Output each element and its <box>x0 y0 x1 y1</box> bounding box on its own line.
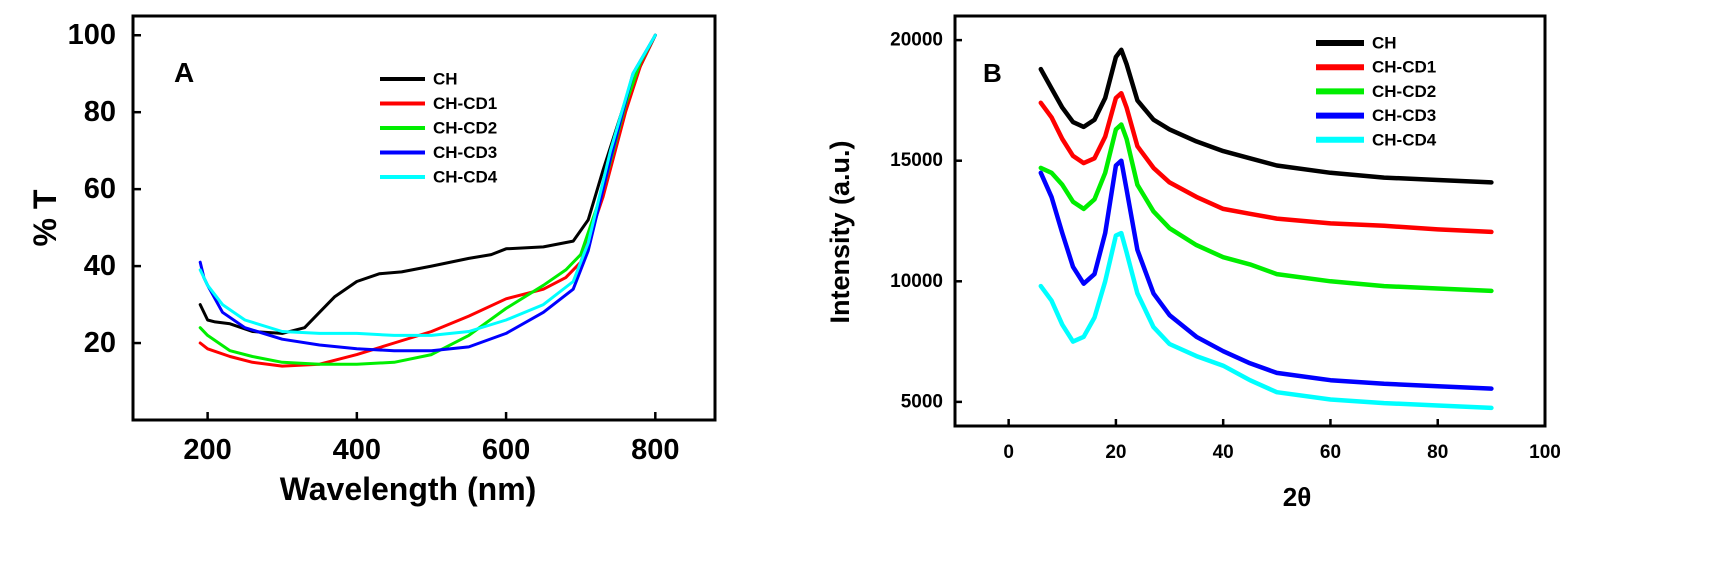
panel-a-series-line-ch-cd1 <box>198 33 657 368</box>
panel-b-y-tick-label: 20000 <box>890 30 943 51</box>
panel-a-y-tick-label: 100 <box>68 19 116 51</box>
panel-b-y-axis-label: Intensity (a.u.) <box>825 140 855 323</box>
panel-b-legend-label: CH-CD1 <box>1372 58 1436 77</box>
panel-b-series-line-ch-cd4 <box>1038 230 1494 411</box>
panel-b-x-tick-label: 20 <box>1105 442 1126 463</box>
panel-b-y-tick-label: 15000 <box>890 150 943 171</box>
panel-b-series-line-ch-cd1 <box>1038 90 1494 235</box>
panel-b-plot-frame <box>953 14 1547 428</box>
panel-b-series-line-ch-cd3 <box>1038 158 1494 391</box>
panel-b-legend-label: CH-CD3 <box>1372 106 1436 125</box>
panel-b-x-tick-label: 100 <box>1529 442 1561 463</box>
panel-a-chart: 200 400 600 800 20 40 60 80 100 Wavelength (nm) % … <box>27 14 717 507</box>
panel-a-legend-label: CH-CD3 <box>433 143 497 162</box>
panel-b-series-line-ch-cd2 <box>1038 122 1494 294</box>
panel-b-chart: 0 20 40 60 80 100 5000 10000 15000 20000 2θ Intensi… <box>825 14 1561 512</box>
panel-a-legend-label: CH <box>433 70 458 89</box>
panel-a-x-tick-label: 200 <box>183 434 231 466</box>
panel-a-panel-letter: A <box>174 57 194 88</box>
panel-a-legend-label: CH-CD1 <box>433 94 497 113</box>
panel-b-x-tick-label: 80 <box>1427 442 1448 463</box>
panel-a-series-line-ch-cd2 <box>198 33 657 366</box>
panel-b-y-tick-label: 10000 <box>890 271 943 292</box>
panel-b-legend-label: CH-CD2 <box>1372 82 1436 101</box>
panel-a-series-line-ch-cd4 <box>198 33 657 337</box>
panel-a-y-tick-label: 80 <box>84 96 116 128</box>
panel-b-y-tick-label: 5000 <box>901 391 943 412</box>
panel-b-x-tick-label: 0 <box>1003 442 1014 463</box>
panel-b-x-tick-label: 40 <box>1213 442 1234 463</box>
panel-b-legend-label: CH-CD4 <box>1372 130 1437 149</box>
panel-a-x-tick-label: 600 <box>482 434 530 466</box>
panel-b-series-line-ch <box>1038 47 1494 185</box>
panel-a-x-tick-label: 400 <box>333 434 381 466</box>
panel-a-x-axis-label: Wavelength (nm) <box>280 471 537 507</box>
panel-a-y-axis-label: % T <box>27 189 63 246</box>
panel-a-plot-frame <box>131 14 717 422</box>
panel-a-series-line-ch-cd3 <box>198 33 657 353</box>
panel-b-legend-label: CH <box>1372 34 1397 53</box>
panel-a-x-tick-label: 800 <box>631 434 679 466</box>
panel-a-series-line-ch <box>198 33 657 335</box>
panel-a-legend-label: CH-CD2 <box>433 119 497 138</box>
panel-a-legend-label: CH-CD4 <box>433 168 498 187</box>
panel-b-panel-letter: B <box>983 58 1002 88</box>
panel-b-x-axis-label: 2θ <box>1283 482 1312 512</box>
panel-a-y-tick-label: 60 <box>84 173 116 205</box>
panel-b-x-tick-label: 60 <box>1320 442 1341 463</box>
panel-a-y-tick-label: 20 <box>84 327 116 359</box>
panel-a-y-tick-label: 40 <box>84 250 116 282</box>
